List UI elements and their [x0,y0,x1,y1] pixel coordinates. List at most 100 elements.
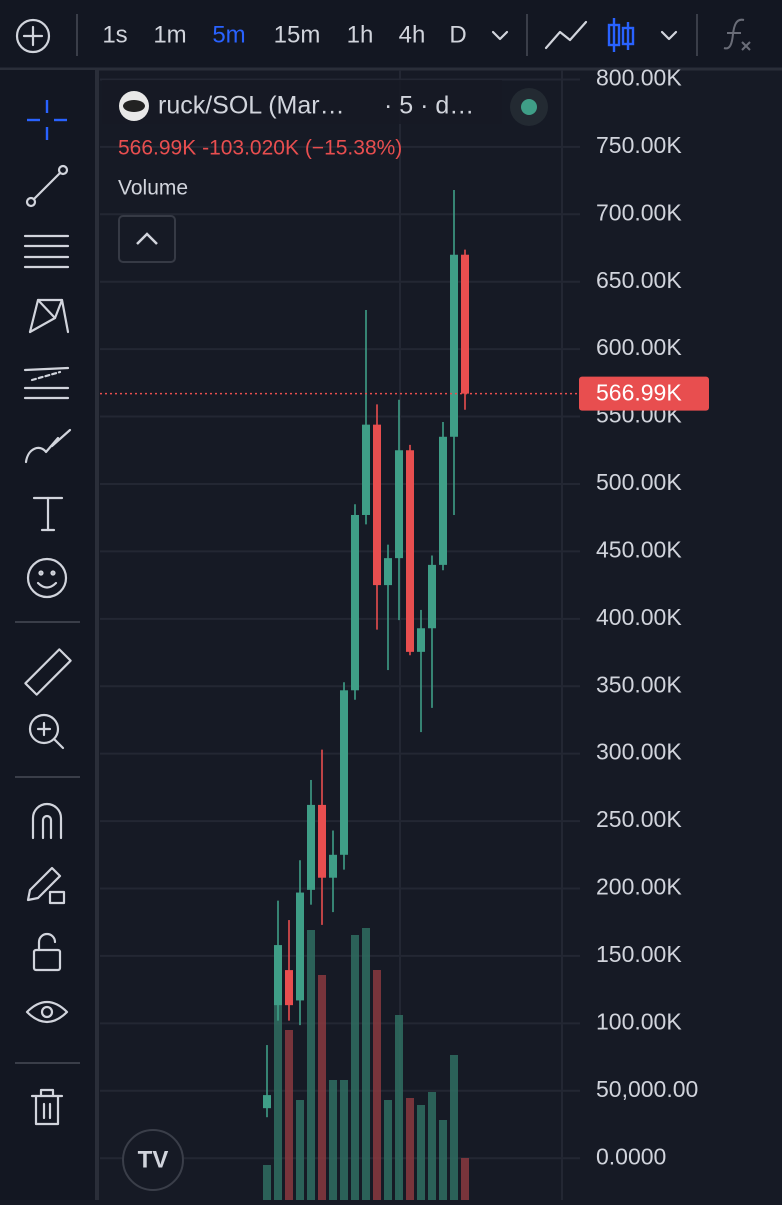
interval-dropdown[interactable] [491,30,509,41]
candle-body [395,450,403,559]
delete-tool[interactable] [30,1088,64,1126]
candle-body [384,558,392,586]
interval-button[interactable]: D [449,21,466,48]
volume-bar [373,970,381,1200]
emoji-tool[interactable] [26,557,68,599]
volume-bar [461,1158,469,1200]
line-chart-button[interactable] [544,20,588,50]
candle-body [307,804,315,890]
y-tick-label: 350.00K [596,671,682,697]
candle-chart-button[interactable] [607,18,635,52]
volume-bar [263,1165,271,1200]
y-tick-label: 200.00K [596,874,682,900]
chart-type-dropdown[interactable] [660,30,678,41]
interval-button[interactable]: 1s [102,21,127,48]
y-tick-label: 800.00K [596,65,682,91]
y-tick-label: 300.00K [596,739,682,765]
candle-body [461,254,469,394]
y-tick-label: 750.00K [596,132,682,158]
candle-body [340,690,348,855]
volume-bar [439,1120,447,1200]
indicators-button[interactable] [723,18,751,51]
y-tick-label: 150.00K [596,941,682,967]
candle-body [373,424,381,586]
crosshair-tool[interactable] [27,100,67,140]
ruler-tool[interactable] [24,648,72,696]
logo-button[interactable] [122,1129,184,1191]
last-price-badge [579,376,709,411]
lock-drawing-tool[interactable] [26,866,66,905]
candle-body [263,1095,271,1109]
lock-tool[interactable] [32,932,62,972]
candle-body [285,970,293,1006]
volume-bar [329,1080,337,1200]
volume-bar [307,930,315,1200]
candle-body [274,945,282,1006]
candle-body [329,854,337,878]
y-tick-label: 500.00K [596,469,682,495]
left-toolbar [0,70,96,1200]
y-tick-label: 400.00K [596,604,682,630]
visibility-tool[interactable] [25,1000,69,1024]
status-dot [521,99,537,115]
y-tick-label: 650.00K [596,267,682,293]
interval-button[interactable]: 1m [153,21,186,48]
interval-button[interactable]: 4h [399,21,426,48]
brush-tool[interactable] [24,428,72,464]
volume-bar [340,1080,348,1200]
volume-bar [318,975,326,1200]
study-name: Volume [118,177,188,200]
trendline-tool[interactable] [25,164,69,208]
interval-button[interactable]: 15m [274,21,321,48]
volume-bar [351,935,359,1200]
magnet-tool[interactable] [31,802,63,840]
last-price-label: 566.99K [596,380,682,406]
collapse-icon [136,232,158,245]
y-tick-label: 450.00K [596,536,682,562]
forecast-tool[interactable] [23,366,70,400]
pattern-tool[interactable] [28,298,70,334]
volume-bar [296,1100,304,1200]
y-tick-label: 100.00K [596,1008,682,1034]
interval-button[interactable]: 5m [212,21,245,48]
top-toolbar [0,0,782,68]
candle-body [439,436,447,565]
volume-bar [274,945,282,1200]
candle-body [450,254,458,437]
candle-body [406,450,414,652]
candle-body [296,892,304,1001]
y-tick-label: 0.0000 [596,1143,666,1169]
text-tool[interactable] [32,496,64,532]
volume-bar [285,1030,293,1200]
candle-body [318,804,326,878]
volume-bar [384,1100,392,1200]
volume-bar [406,1098,414,1200]
volume-bar [362,928,370,1200]
legend-background [102,80,502,124]
candle-body [428,564,436,629]
symbol-name[interactable]: ruck/SOL (Mar… [158,92,345,120]
volume-bar [395,1015,403,1200]
add-button[interactable] [15,18,51,54]
logo: TV [138,1146,169,1173]
zoom-tool[interactable] [28,713,65,750]
candle-body [417,628,425,652]
y-tick-label: 600.00K [596,334,682,360]
price-info: 566.99K -103.020K (−15.38%) [118,137,402,160]
candle-body [362,424,370,515]
y-tick-label: 700.00K [596,199,682,225]
volume-bar [417,1105,425,1200]
candle-body [351,514,359,691]
y-tick-label: 50,000.00 [596,1076,698,1102]
volume-bar [450,1055,458,1200]
fib-tool[interactable] [23,234,70,269]
collapse-button[interactable] [118,215,176,263]
interval-info: · 5 · d… [384,92,474,120]
y-tick-label: 250.00K [596,806,682,832]
interval-button[interactable]: 1h [347,21,374,48]
symbol-logo-eye [123,100,145,112]
volume-bar [428,1092,436,1200]
